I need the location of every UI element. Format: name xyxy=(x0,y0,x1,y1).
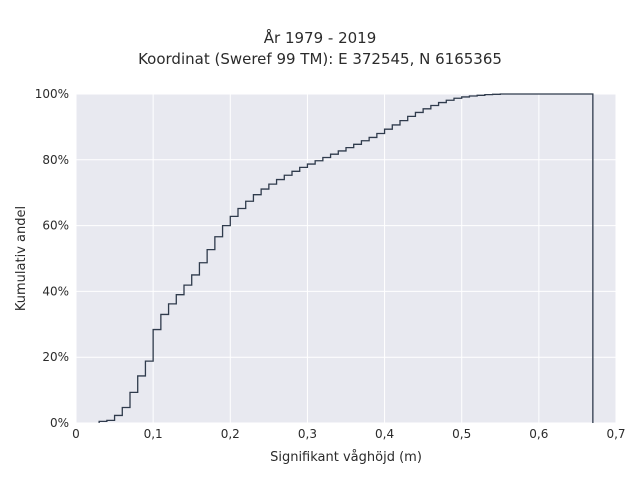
x-tick-label: 0,6 xyxy=(529,427,548,441)
series-layer xyxy=(98,93,594,423)
chart-subtitle: Koordinat (Sweref 99 TM): E 372545, N 61… xyxy=(138,50,502,68)
cdf-step-line xyxy=(98,93,594,423)
y-tick-label: 20% xyxy=(42,350,69,364)
x-tick-label: 0,3 xyxy=(298,427,317,441)
x-tick-label: 0,1 xyxy=(144,427,163,441)
grid-lines xyxy=(75,93,617,424)
x-axis-ticks: 0 0,1 0,2 0,3 0,4 0,5 0,6 0,7 xyxy=(72,427,625,441)
x-axis-label: Signifikant våghöjd (m) xyxy=(270,450,422,465)
x-tick-label: 0,2 xyxy=(221,427,240,441)
y-tick-label: 80% xyxy=(42,153,69,167)
x-tick-label: 0,5 xyxy=(452,427,471,441)
y-tick-label: 0% xyxy=(50,416,69,430)
plot-area xyxy=(76,94,616,423)
x-tick-label: 0 xyxy=(72,427,80,441)
chart-title: År 1979 - 2019 xyxy=(263,29,377,47)
chart-title-block: År 1979 - 2019 Koordinat (Sweref 99 TM):… xyxy=(0,28,640,70)
x-tick-label: 0,7 xyxy=(606,427,625,441)
y-tick-label: 100% xyxy=(35,87,69,101)
y-tick-label: 40% xyxy=(42,284,69,298)
y-axis-label: Kumulativ andel xyxy=(14,206,29,311)
y-axis-ticks: 0% 20% 40% 60% 80% 100% xyxy=(35,87,69,430)
y-tick-label: 60% xyxy=(42,219,69,233)
x-tick-label: 0,4 xyxy=(375,427,394,441)
